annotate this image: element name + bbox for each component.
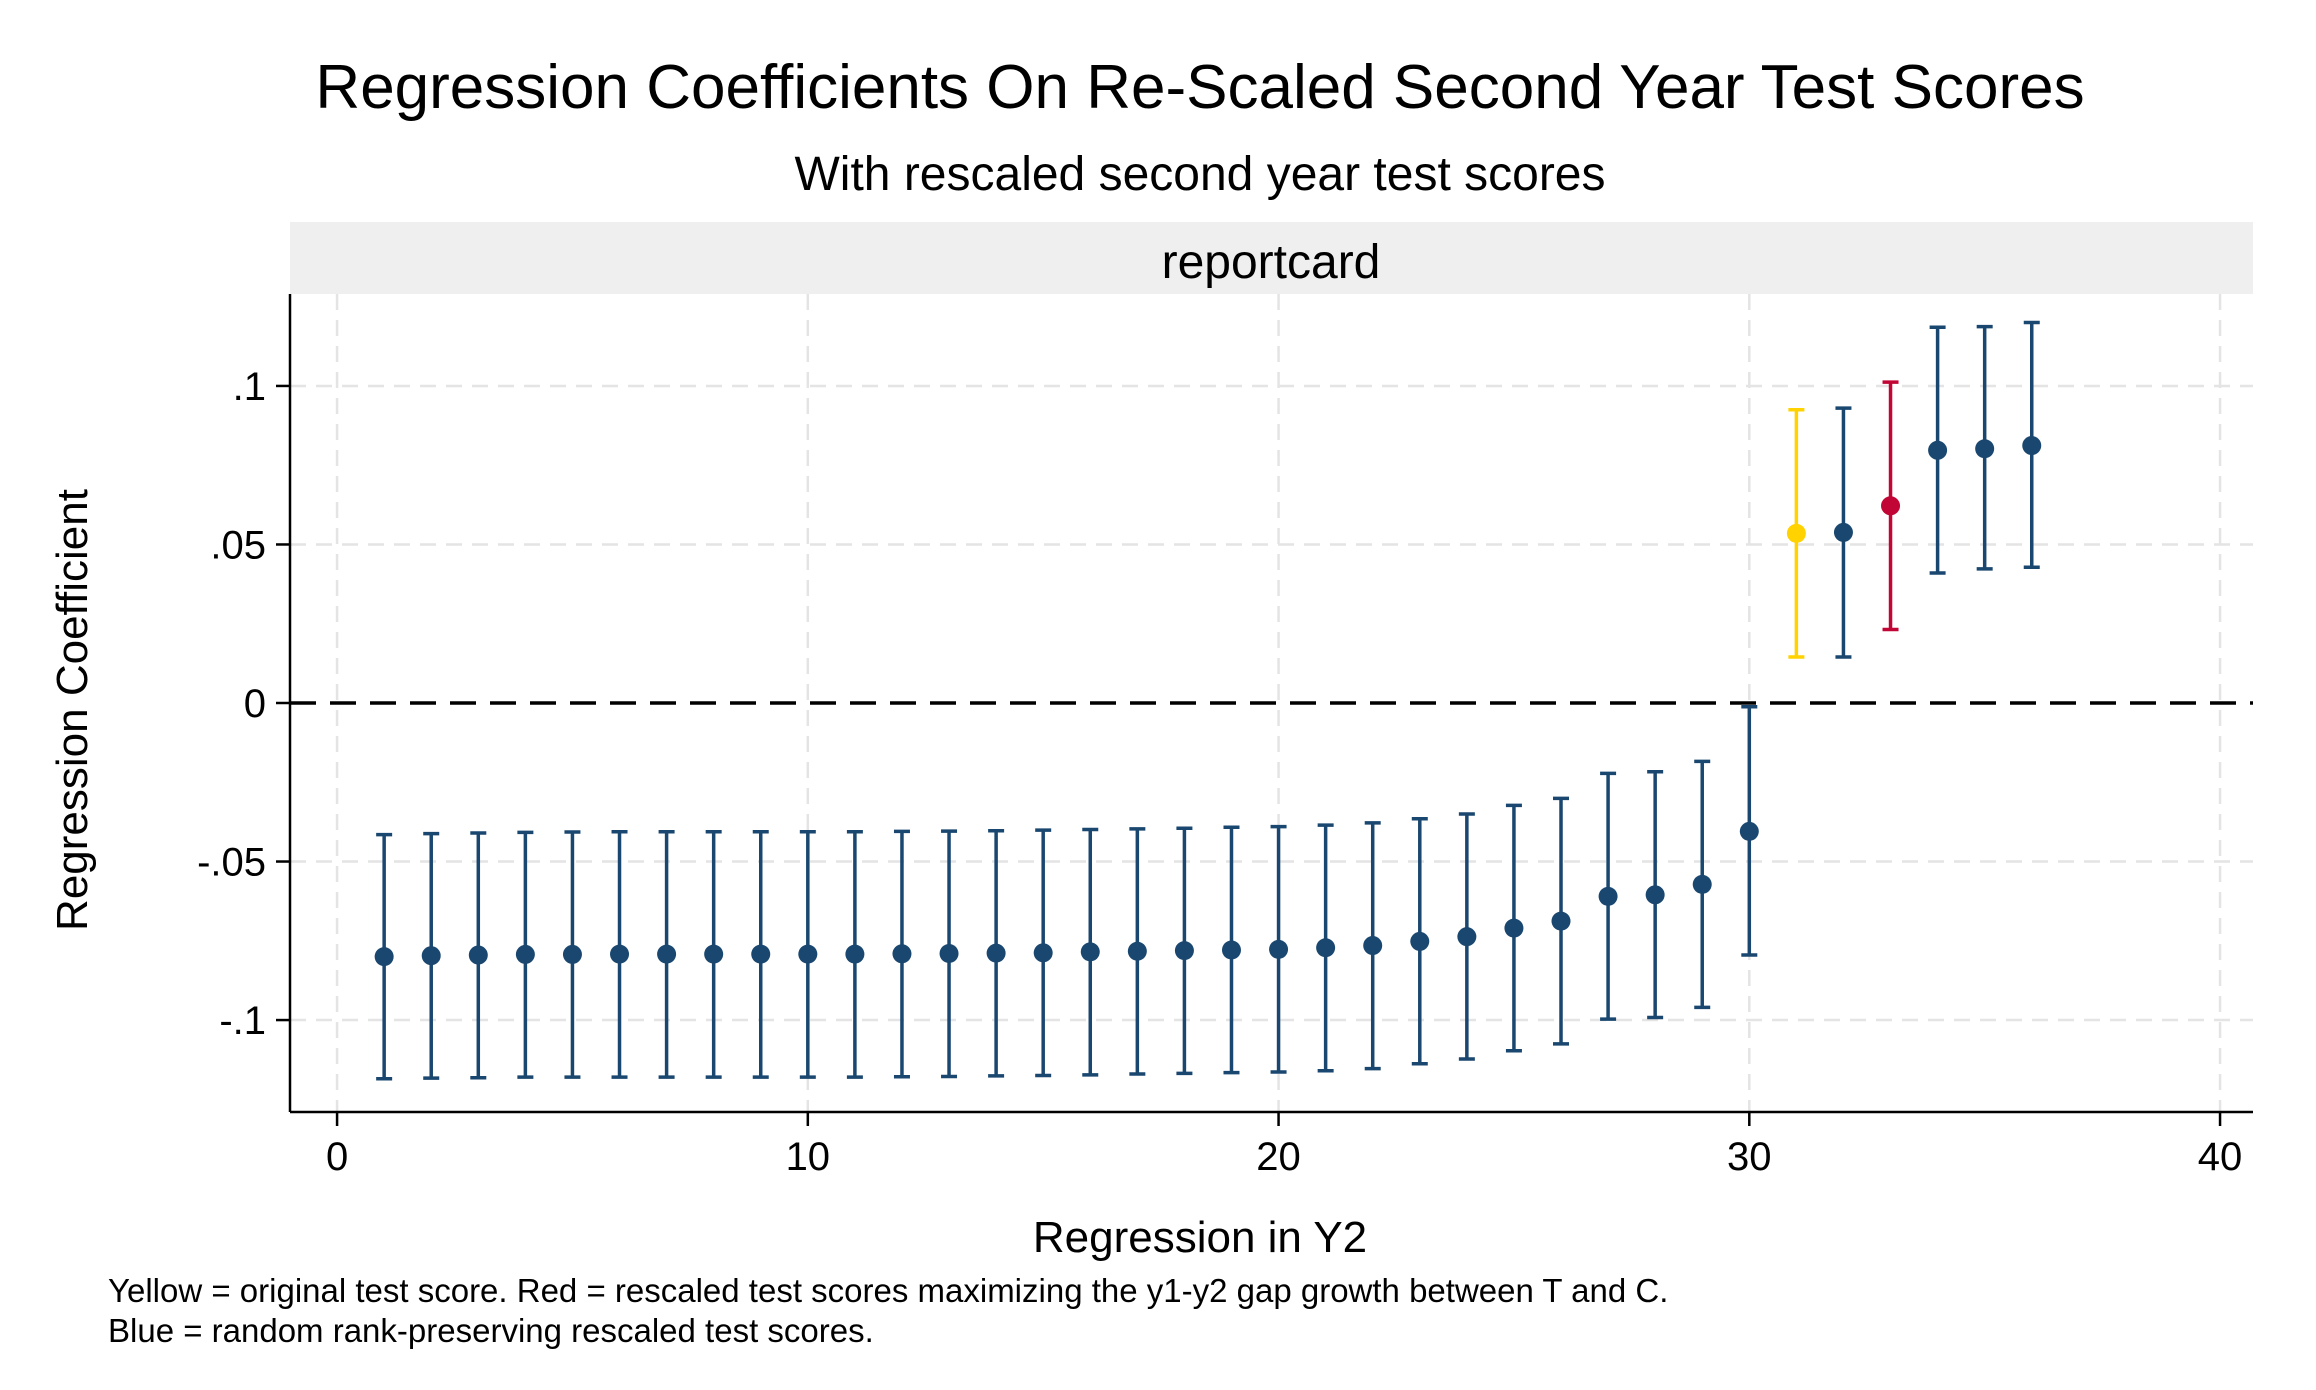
point-8 [704,944,724,964]
point-18 [1174,941,1194,961]
point-21 [1316,938,1336,958]
point-24 [1457,927,1477,947]
point-20 [1269,939,1289,959]
point-1 [374,947,394,967]
point-7 [657,944,677,964]
axes-layer: -.1 -.05 0 .05 .1 0 10 20 30 40 [197,294,2253,1179]
y-tick-label-3: .05 [210,523,266,567]
x-tick-label-4: 40 [2198,1135,2243,1179]
point-4 [515,944,535,964]
x-tick-label-2: 20 [1256,1135,1301,1179]
marks-layer [290,320,2253,1081]
x-tick-label-1: 10 [786,1135,831,1179]
point-3 [468,945,488,965]
point-32 [1833,522,1853,542]
point-23 [1410,931,1430,951]
x-tick-label-0: 0 [326,1135,348,1179]
point-11 [845,944,865,964]
panel-strip [290,222,2253,294]
point-12 [892,944,912,964]
y-tick-label-4: .1 [233,365,266,409]
point-15 [1033,943,1053,963]
point-9 [751,944,771,964]
y-axis-label: Regression Coefficient [48,489,97,931]
footnote-line-1: Yellow = original test score. Red = resc… [108,1272,1668,1309]
point-31 [1786,523,1806,543]
point-27 [1598,886,1618,906]
point-26 [1551,911,1571,931]
x-tick-label-3: 30 [1727,1135,1772,1179]
point-13 [939,943,959,963]
point-22 [1363,936,1383,956]
point-2 [421,946,441,966]
point-35 [1975,439,1995,459]
point-28 [1645,885,1665,905]
point-30 [1739,821,1759,841]
point-14 [986,943,1006,963]
footnote-line-2: Blue = random rank-preserving rescaled t… [108,1312,874,1349]
chart-title: Regression Coefficients On Re-Scaled Sec… [315,53,2084,122]
point-16 [1080,942,1100,962]
chart-subtitle: With rescaled second year test scores [794,148,1605,201]
point-19 [1221,940,1241,960]
x-axis-label: Regression in Y2 [1033,1213,1367,1262]
y-tick-label-0: -.1 [219,999,266,1043]
point-33 [1881,496,1901,516]
point-25 [1504,918,1524,938]
point-36 [2022,436,2042,456]
point-5 [562,944,582,964]
point-10 [798,944,818,964]
point-17 [1127,941,1147,961]
point-6 [610,944,630,964]
panel-strip-label: reportcard [1162,236,1381,289]
y-tick-label-1: -.05 [197,841,266,885]
point-29 [1692,874,1712,894]
point-34 [1928,440,1948,460]
y-tick-label-2: 0 [244,682,266,726]
